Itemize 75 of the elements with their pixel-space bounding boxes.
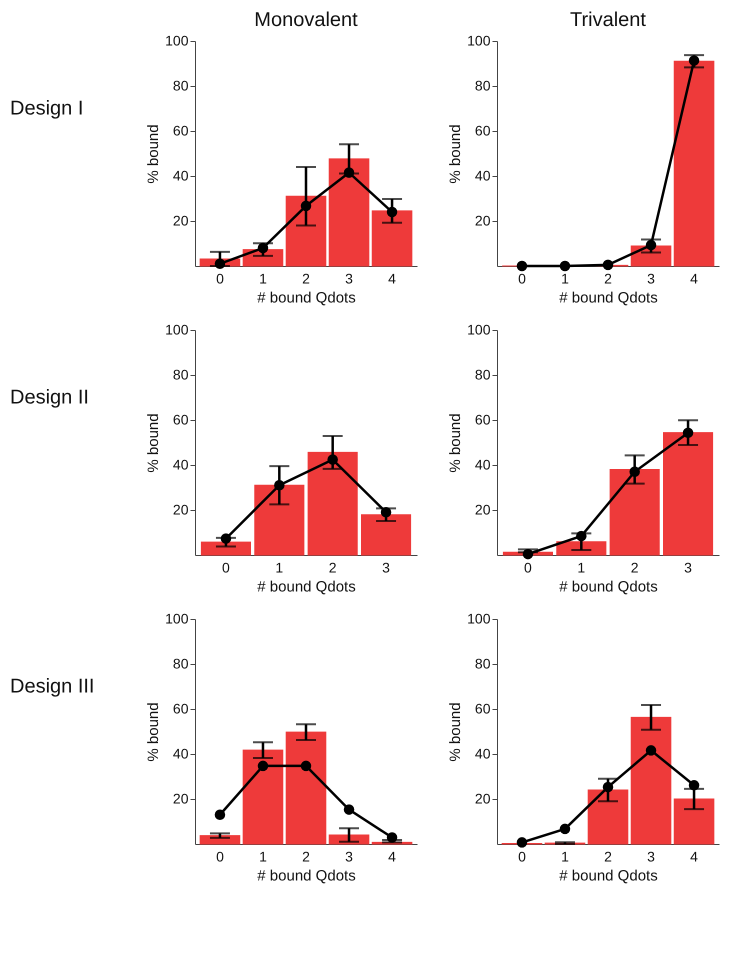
y-axis-title: % bound: [145, 702, 162, 762]
y-tick-label: 80: [172, 656, 189, 672]
x-tick-label: 2: [604, 848, 612, 864]
chart-title: Trivalent: [570, 9, 646, 31]
x-tick-label: 1: [561, 270, 570, 286]
x-tick-label: 4: [388, 848, 396, 864]
x-tick-label: 3: [345, 848, 354, 864]
y-tick-label: 20: [474, 212, 491, 228]
y-tick-label: 100: [165, 322, 189, 338]
x-axis-title: # bound Qdots: [559, 290, 658, 306]
y-tick-label: 60: [172, 122, 189, 138]
y-tick-label: 40: [474, 168, 491, 184]
x-tick-label: 1: [577, 560, 586, 576]
x-tick-label: 4: [690, 270, 698, 286]
y-tick-label: 80: [172, 78, 189, 94]
x-tick-label: 3: [345, 270, 354, 286]
x-tick-label: 3: [647, 848, 656, 864]
x-tick-label: 4: [690, 848, 698, 864]
y-tick-label: 60: [172, 700, 189, 716]
x-tick-label: 4: [388, 270, 396, 286]
y-tick-label: 40: [172, 456, 189, 472]
x-tick-label: 2: [630, 560, 639, 576]
y-axis-title: % bound: [447, 413, 464, 473]
x-tick-label: 2: [302, 848, 310, 864]
y-tick-label: 40: [474, 456, 491, 472]
x-axis-title: # bound Qdots: [257, 578, 356, 596]
x-tick-label: 2: [328, 560, 337, 576]
y-axis-title: % bound: [447, 124, 464, 184]
x-tick-label: 0: [216, 270, 224, 286]
y-tick-label: 80: [474, 366, 491, 382]
x-axis-title: # bound Qdots: [257, 868, 356, 884]
y-tick-label: 40: [172, 746, 189, 762]
y-tick-label: 20: [172, 790, 189, 806]
y-tick-label: 20: [172, 502, 189, 518]
y-tick-label: 20: [474, 790, 491, 806]
x-tick-label: 0: [216, 848, 224, 864]
x-tick-label: 1: [561, 848, 570, 864]
x-axis-title: # bound Qdots: [257, 290, 356, 306]
y-tick-label: 80: [172, 366, 189, 382]
y-tick-label: 100: [467, 322, 491, 338]
y-tick-label: 80: [474, 78, 491, 94]
y-tick-label: 100: [467, 32, 491, 48]
x-axis-title: # bound Qdots: [559, 578, 658, 596]
x-tick-label: 2: [302, 270, 310, 286]
chart-title: Monovalent: [254, 9, 358, 31]
y-axis-title: % bound: [145, 124, 162, 184]
y-tick-label: 40: [172, 168, 189, 184]
x-tick-label: 1: [259, 270, 268, 286]
y-tick-label: 20: [172, 212, 189, 228]
x-tick-label: 1: [259, 848, 268, 864]
x-axis-title: # bound Qdots: [559, 868, 658, 884]
y-tick-label: 20: [474, 502, 491, 518]
x-tick-label: 0: [524, 560, 532, 576]
x-tick-label: 1: [275, 560, 284, 576]
y-tick-label: 40: [474, 746, 491, 762]
y-tick-label: 60: [474, 700, 491, 716]
x-tick-label: 2: [604, 270, 612, 286]
y-tick-label: 60: [474, 412, 491, 428]
text: Design III: [10, 676, 94, 698]
y-tick-label: 60: [172, 412, 189, 428]
y-axis-title: % bound: [447, 702, 464, 762]
x-tick-label: 3: [684, 560, 692, 576]
y-tick-label: 100: [165, 610, 189, 626]
text: Design I: [10, 98, 84, 120]
y-tick-label: 60: [474, 122, 491, 138]
y-tick-label: 100: [467, 610, 491, 626]
x-tick-label: 0: [518, 848, 526, 864]
x-tick-label: 3: [647, 270, 656, 286]
text: Design II: [10, 386, 89, 408]
x-tick-label: 0: [518, 270, 526, 286]
x-tick-label: 0: [222, 560, 230, 576]
y-tick-label: 80: [474, 656, 491, 672]
x-tick-label: 3: [382, 560, 390, 576]
y-axis-title: % bound: [145, 413, 162, 473]
y-tick-label: 100: [165, 32, 189, 48]
